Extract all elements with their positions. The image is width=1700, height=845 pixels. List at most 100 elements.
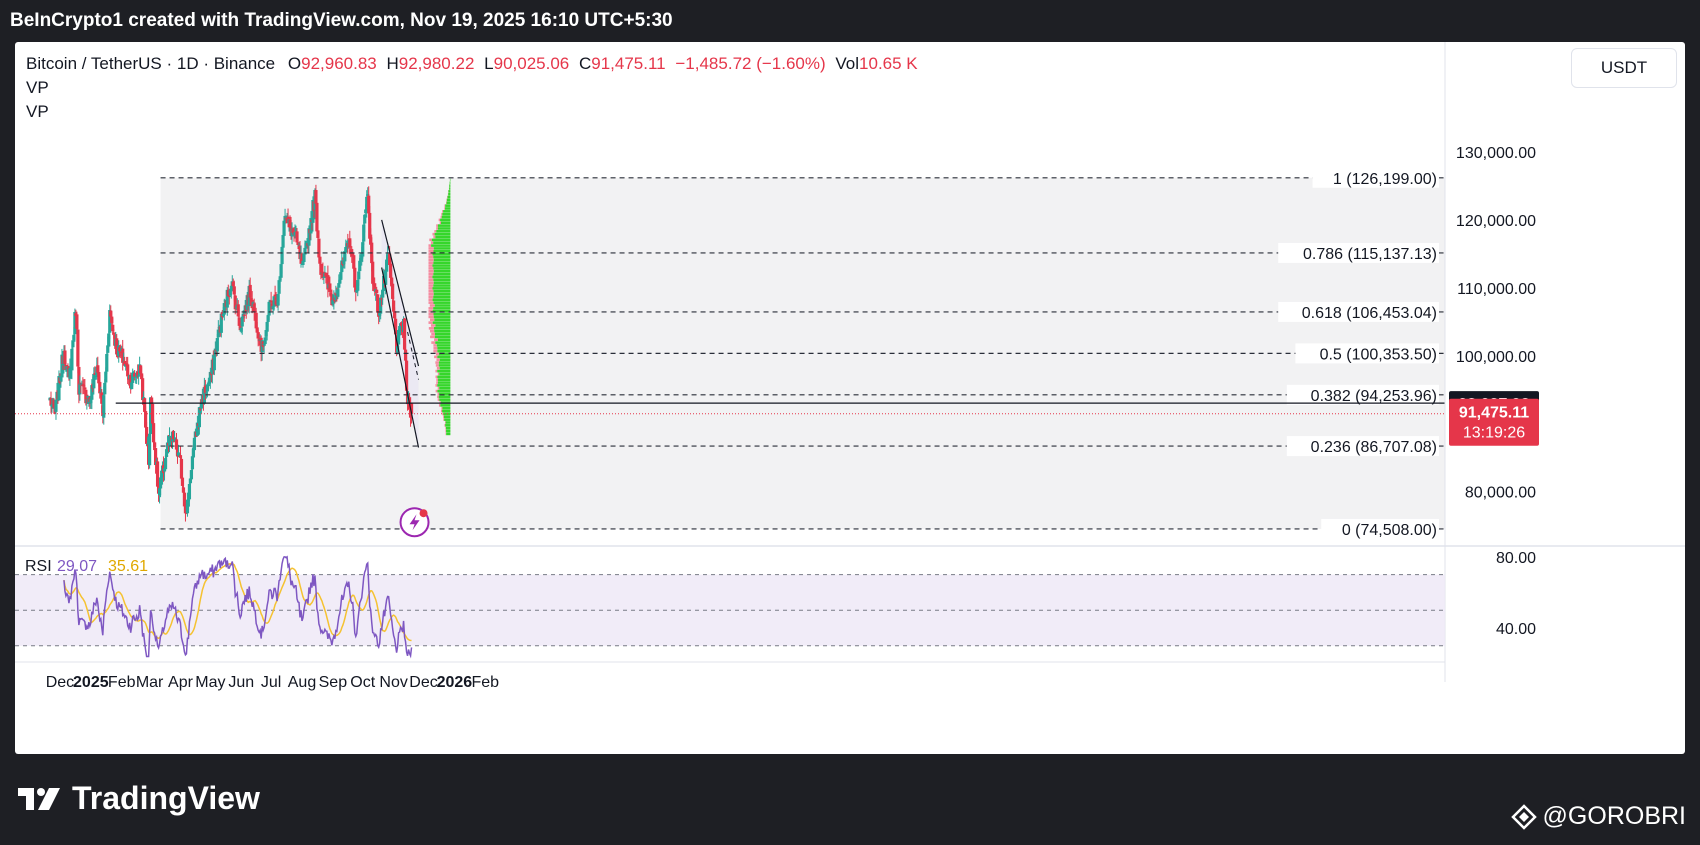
candle-body[interactable] bbox=[360, 254, 364, 259]
price-chart[interactable]: 1 (126,199.00) 0.786 (115,137.13) 0.618 (1… bbox=[15, 42, 1685, 754]
candle-body[interactable] bbox=[78, 383, 82, 395]
candle-body[interactable] bbox=[368, 212, 372, 239]
candle-body[interactable] bbox=[179, 458, 184, 479]
candle-body[interactable] bbox=[386, 254, 390, 260]
candle-body[interactable] bbox=[70, 348, 74, 371]
candle-body[interactable] bbox=[379, 297, 383, 314]
candle-body[interactable] bbox=[338, 279, 342, 284]
candle-body[interactable] bbox=[198, 408, 202, 410]
candle-body[interactable] bbox=[83, 387, 87, 390]
currency-selector[interactable]: USDT bbox=[1571, 48, 1677, 88]
candle-body[interactable] bbox=[295, 231, 299, 243]
candle-body[interactable] bbox=[108, 310, 112, 333]
candle-body[interactable] bbox=[319, 263, 323, 275]
candle-body[interactable] bbox=[89, 398, 93, 404]
candle-body[interactable] bbox=[252, 303, 256, 312]
candle-body[interactable] bbox=[334, 294, 338, 300]
candle-body[interactable] bbox=[402, 318, 407, 350]
candle-body[interactable] bbox=[81, 384, 85, 386]
candle-body[interactable] bbox=[65, 366, 69, 372]
candle-body[interactable] bbox=[363, 214, 367, 224]
candle-body[interactable] bbox=[396, 346, 400, 353]
candle-body[interactable] bbox=[314, 190, 318, 204]
candle-body[interactable] bbox=[118, 347, 122, 352]
candle-body[interactable] bbox=[76, 329, 80, 367]
candle-body[interactable] bbox=[409, 403, 414, 414]
candle-body[interactable] bbox=[344, 247, 348, 253]
candle-body[interactable] bbox=[141, 378, 145, 401]
candle-body[interactable] bbox=[71, 340, 75, 348]
rsi-label[interactable]: RSI bbox=[25, 558, 52, 575]
candle-body[interactable] bbox=[185, 499, 190, 514]
candle-body[interactable] bbox=[231, 281, 235, 287]
candle-body[interactable] bbox=[77, 366, 81, 395]
candle-body[interactable] bbox=[212, 355, 216, 371]
candle-body[interactable] bbox=[190, 456, 195, 470]
candle-body[interactable] bbox=[393, 311, 397, 319]
candle-body[interactable] bbox=[202, 387, 206, 404]
candle-body[interactable] bbox=[281, 235, 285, 248]
candle-body[interactable] bbox=[322, 276, 326, 278]
candle-body[interactable] bbox=[349, 249, 353, 255]
candle-body[interactable] bbox=[392, 300, 396, 312]
candle-body[interactable] bbox=[63, 350, 67, 365]
candle-body[interactable] bbox=[215, 338, 219, 352]
candle-body[interactable] bbox=[137, 375, 141, 377]
candle-body[interactable] bbox=[361, 242, 365, 257]
candle-body[interactable] bbox=[157, 488, 162, 496]
candle-body[interactable] bbox=[102, 395, 106, 418]
candle-body[interactable] bbox=[49, 398, 53, 406]
candle-body[interactable] bbox=[115, 338, 119, 355]
candle-body[interactable] bbox=[381, 289, 385, 298]
candle-body[interactable] bbox=[315, 202, 319, 232]
candle-body[interactable] bbox=[182, 492, 187, 507]
candle-body[interactable] bbox=[280, 246, 284, 265]
candle-body[interactable] bbox=[99, 391, 103, 393]
candle-body[interactable] bbox=[92, 373, 96, 389]
candle-body[interactable] bbox=[50, 404, 54, 408]
candle-body[interactable] bbox=[203, 385, 207, 394]
candle-body[interactable] bbox=[205, 384, 209, 392]
candle-body[interactable] bbox=[112, 332, 116, 334]
candle-body[interactable] bbox=[321, 271, 325, 278]
candle-body[interactable] bbox=[330, 295, 334, 306]
candle-body[interactable] bbox=[164, 454, 169, 458]
candle-body[interactable] bbox=[163, 458, 168, 470]
candle-body[interactable] bbox=[329, 292, 333, 296]
candle-body[interactable] bbox=[144, 411, 148, 428]
candle-body[interactable] bbox=[273, 294, 277, 297]
candle-body[interactable] bbox=[307, 228, 311, 246]
candle-body[interactable] bbox=[186, 499, 191, 502]
candle-body[interactable] bbox=[279, 264, 283, 278]
candle-body[interactable] bbox=[221, 313, 225, 316]
candle-body[interactable] bbox=[139, 365, 143, 374]
candle-body[interactable] bbox=[316, 230, 320, 238]
candle-body[interactable] bbox=[365, 196, 369, 211]
candle-body[interactable] bbox=[199, 403, 203, 409]
candle-body[interactable] bbox=[132, 371, 136, 374]
candle-body[interactable] bbox=[261, 341, 265, 347]
candle-body[interactable] bbox=[343, 251, 347, 262]
candle-body[interactable] bbox=[188, 478, 193, 484]
candle-body[interactable] bbox=[227, 296, 231, 298]
candle-body[interactable] bbox=[151, 423, 156, 443]
candle-body[interactable] bbox=[398, 323, 403, 331]
candle-body[interactable] bbox=[342, 260, 346, 265]
candle-body[interactable] bbox=[109, 310, 113, 317]
candle-body[interactable] bbox=[282, 220, 286, 236]
candle-body[interactable] bbox=[249, 297, 253, 301]
candle-body[interactable] bbox=[385, 259, 389, 272]
candle-body[interactable] bbox=[136, 371, 140, 377]
candle-body[interactable] bbox=[60, 354, 64, 378]
candle-body[interactable] bbox=[225, 289, 229, 308]
candle-body[interactable] bbox=[90, 385, 94, 400]
candle-body[interactable] bbox=[264, 330, 268, 337]
candle-body[interactable] bbox=[269, 300, 273, 303]
candle-body[interactable] bbox=[277, 280, 281, 294]
candle-body[interactable] bbox=[133, 373, 137, 377]
candle-body[interactable] bbox=[68, 368, 72, 379]
candle-body[interactable] bbox=[173, 438, 178, 441]
candle-body[interactable] bbox=[296, 242, 300, 246]
channel-mid-line[interactable] bbox=[407, 331, 420, 380]
candle-body[interactable] bbox=[408, 409, 413, 418]
